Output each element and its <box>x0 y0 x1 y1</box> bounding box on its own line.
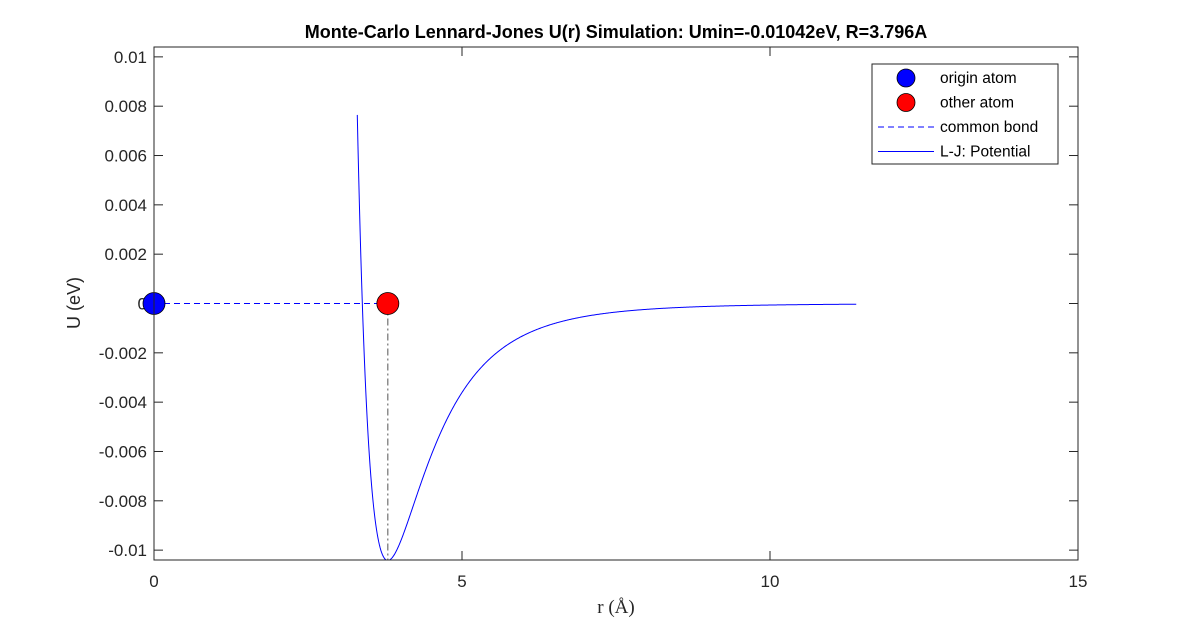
y-tick-label: 0.01 <box>114 48 147 67</box>
y-tick-label: 0 <box>138 295 147 314</box>
y-tick-label: -0.002 <box>99 344 147 363</box>
legend: origin atom other atom common bond L-J: Pot… <box>871 63 1059 165</box>
y-tick-label: 0.002 <box>104 245 147 264</box>
chart-title: Monte-Carlo Lennard-Jones U(r) Simulatio… <box>305 22 928 42</box>
x-axis-label: r (Å) <box>597 597 634 618</box>
legend-marker <box>896 93 916 112</box>
y-tick-label: -0.004 <box>99 393 147 412</box>
legend-label: other atom <box>940 95 1014 112</box>
other-atom-marker <box>376 292 400 315</box>
y-tick-label: 0.004 <box>104 196 147 215</box>
y-tick-label: -0.008 <box>99 492 147 511</box>
y-tick-label: -0.006 <box>99 442 147 461</box>
legend-label: common bond <box>940 119 1038 136</box>
y-axis-label: U (eV) <box>64 277 84 329</box>
legend-marker <box>896 68 916 88</box>
x-tick-label: 0 <box>149 572 158 591</box>
y-tick-label: 0.006 <box>104 147 147 166</box>
plot-frame <box>153 46 1079 561</box>
legend-label: origin atom <box>940 70 1017 87</box>
x-tick-label: 5 <box>457 572 466 591</box>
legend-label: L-J: Potential <box>940 144 1030 161</box>
y-tick-label: 0.008 <box>104 97 147 116</box>
y-tick-label: -0.01 <box>108 541 147 560</box>
lj-potential-line <box>356 114 857 560</box>
x-tick-label: 15 <box>1069 572 1088 591</box>
x-tick-label: 10 <box>761 572 780 591</box>
